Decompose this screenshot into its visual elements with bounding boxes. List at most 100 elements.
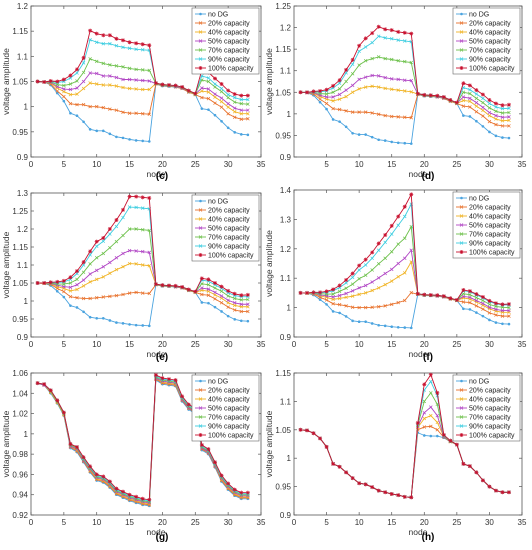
data-point	[370, 305, 374, 310]
data-point	[206, 293, 211, 297]
data-point	[114, 267, 119, 272]
data-point	[173, 83, 178, 88]
data-point	[467, 464, 472, 469]
legend-marker	[198, 21, 203, 25]
data-point	[134, 47, 138, 52]
data-point	[422, 425, 427, 429]
data-point	[121, 265, 125, 269]
data-point	[68, 76, 73, 80]
data-point	[429, 379, 433, 384]
data-point	[376, 24, 381, 29]
data-point	[493, 101, 498, 106]
data-point	[232, 308, 237, 312]
data-point	[200, 286, 204, 290]
data-point	[402, 494, 407, 499]
data-point	[435, 428, 440, 432]
data-point	[101, 295, 106, 299]
data-point	[134, 111, 138, 115]
y-tick-label: 1.02	[12, 410, 28, 419]
data-point	[500, 308, 505, 313]
data-point	[88, 272, 92, 276]
x-axis-label: node	[409, 527, 428, 537]
data-point	[318, 100, 322, 104]
data-point	[396, 59, 400, 63]
data-point	[357, 49, 361, 54]
data-point	[220, 310, 223, 313]
data-point	[344, 109, 348, 113]
data-point	[232, 296, 237, 301]
data-point	[219, 96, 224, 100]
data-point	[75, 269, 79, 274]
data-point	[219, 284, 224, 289]
data-point	[507, 118, 511, 123]
data-point	[108, 271, 112, 276]
data-point	[35, 381, 40, 386]
data-point	[396, 493, 401, 498]
y-tick-label: 0.9	[280, 153, 292, 162]
data-point	[480, 92, 485, 97]
data-point	[468, 300, 472, 305]
data-point	[383, 36, 387, 40]
data-point	[481, 314, 485, 318]
data-point	[350, 62, 355, 66]
data-point	[409, 142, 413, 145]
data-point	[311, 89, 316, 94]
data-point	[61, 410, 66, 415]
data-point	[481, 108, 485, 113]
x-tick-label: 25	[191, 518, 200, 527]
data-point	[108, 319, 112, 322]
data-point	[337, 81, 342, 85]
legend-label: 70% capacity	[469, 415, 511, 422]
data-point	[232, 301, 237, 305]
legend-marker	[459, 388, 464, 392]
data-point	[383, 304, 387, 308]
data-point	[501, 136, 504, 139]
data-point	[81, 102, 86, 107]
data-point	[370, 280, 374, 284]
data-point	[219, 294, 224, 298]
data-point	[506, 102, 511, 107]
chart-panel-1: 0 5 10 15 20 25 30 35 0.9 0.95 1 1.05 1.1 1.15 1.2 node…	[1, 2, 266, 182]
y-tick-label: 1.15	[275, 369, 291, 378]
x-tick-label: 0	[29, 518, 34, 527]
legend-marker	[199, 379, 202, 383]
data-point	[108, 107, 112, 111]
data-point	[140, 263, 145, 267]
data-point	[370, 250, 375, 255]
data-point	[500, 103, 505, 108]
data-point	[429, 424, 433, 429]
data-point	[115, 321, 118, 324]
data-point	[108, 245, 112, 250]
data-point	[363, 59, 368, 63]
data-point	[474, 100, 479, 105]
legend-label: 70% capacity	[469, 232, 511, 239]
data-point	[331, 99, 335, 103]
data-point	[213, 101, 217, 105]
data-point	[436, 434, 439, 438]
data-point	[376, 74, 381, 78]
data-point	[246, 319, 250, 323]
data-point	[75, 277, 79, 282]
y-tick-label: 0.9	[280, 511, 292, 520]
data-point	[114, 293, 119, 298]
data-point	[390, 140, 394, 144]
data-point	[94, 296, 99, 300]
data-point	[114, 108, 119, 112]
data-point	[370, 268, 374, 272]
data-point	[88, 315, 92, 319]
data-point	[350, 83, 355, 88]
data-point	[213, 82, 217, 86]
data-point	[232, 92, 237, 97]
data-point	[206, 287, 211, 291]
data-point	[429, 413, 433, 418]
data-point	[441, 95, 446, 100]
legend: no DG 20% capacity 40% capacity 50% capacit…	[191, 7, 260, 75]
data-point	[127, 492, 132, 497]
x-tick-label: 0	[29, 340, 34, 349]
data-point	[350, 271, 355, 276]
legend-label: 70% capacity	[208, 235, 250, 242]
y-tick-label: 1.05	[275, 88, 291, 97]
data-point	[454, 442, 459, 447]
x-tick-label: 15	[125, 340, 134, 349]
data-point	[42, 382, 47, 387]
